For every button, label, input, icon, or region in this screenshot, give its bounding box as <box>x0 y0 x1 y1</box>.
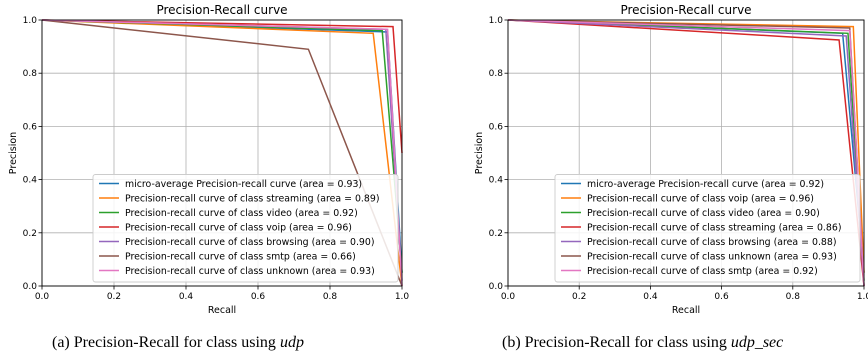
chart-b-xtick-label: 0.4 <box>643 292 658 302</box>
chart-b-legend-label-3: Precision-recall curve of class streamin… <box>587 222 841 233</box>
chart-b-ytick-label: 0.6 <box>489 122 504 132</box>
chart-a-ytick-label: 0.2 <box>23 229 37 239</box>
chart-b-xtick-label: 0.2 <box>572 292 586 302</box>
chart-a-ytick-label: 0.8 <box>23 69 38 79</box>
chart-b: 0.0 0.2 0.4 0.6 0.8 1.0 0.0 0.2 0.4 0.6 0.8 1.0 Prec… <box>474 3 868 316</box>
chart-b-ytick-label: 0.4 <box>489 176 504 186</box>
chart-b-legend: micro-average Precision-recall curve (ar… <box>554 174 861 283</box>
chart-b-legend-label-0: micro-average Precision-recall curve (ar… <box>587 179 824 190</box>
chart-a-xtick-label: 0.8 <box>323 292 338 302</box>
chart-a-ytick-label: 0.4 <box>23 176 38 186</box>
chart-b-title: Precision-Recall curve <box>620 3 751 17</box>
chart-a-legend-label-1: Precision-recall curve of class streamin… <box>125 193 379 204</box>
chart-a-legend-label-2: Precision-recall curve of class video (a… <box>125 208 358 219</box>
chart-b-legend-label-2: Precision-recall curve of class video (a… <box>587 208 820 219</box>
chart-b-ytick-label: 0.8 <box>489 69 504 79</box>
chart-a-title: Precision-Recall curve <box>156 3 287 17</box>
chart-a-legend-box <box>92 174 399 283</box>
chart-a-legend-label-0: micro-average Precision-recall curve (ar… <box>125 179 362 190</box>
caption-b-label: (b) Precision-Recall for class using <box>502 334 731 351</box>
chart-a-xtick-label: 0.0 <box>35 292 50 302</box>
caption-b-var: udp_sec <box>730 334 784 351</box>
chart-a-xtick-label: 0.6 <box>251 292 266 302</box>
caption-b: (b) Precision-Recall for class using udp… <box>502 334 783 352</box>
charts-canvas: 0.0 0.2 0.4 0.6 0.8 1.0 0.0 0.2 0.4 0.6 0.8 1.0 Prec… <box>8 3 868 316</box>
chart-a-xtick-label: 1.0 <box>395 292 410 302</box>
caption-a-label: (a) Precision-Recall for class using <box>52 334 280 351</box>
chart-a-xtick-label: 0.2 <box>107 292 121 302</box>
chart-a-xtick-label: 0.4 <box>179 292 194 302</box>
chart-b-xtick-label: 0.0 <box>501 292 516 302</box>
chart-a-series-line-3 <box>41 19 403 154</box>
chart-a-axes-frame <box>41 19 403 287</box>
chart-a-ylabel: Precision <box>8 132 19 174</box>
caption-a: (a) Precision-Recall for class using udp <box>52 334 304 352</box>
chart-a-legend-label-4: Precision-recall curve of class browsing… <box>125 237 375 248</box>
chart-b-ytick-label: 0.0 <box>489 282 504 292</box>
chart-b-xtick-label: 1.0 <box>857 292 868 302</box>
chart-b-xtick-label: 0.8 <box>786 292 801 302</box>
chart-a: 0.0 0.2 0.4 0.6 0.8 1.0 0.0 0.2 0.4 0.6 0.8 1.0 Prec… <box>8 3 409 316</box>
chart-a-ytick-label: 0.6 <box>23 122 38 132</box>
chart-a-ytick-label: 1.0 <box>23 16 38 26</box>
chart-b-xtick-label: 0.6 <box>714 292 729 302</box>
chart-a-legend-label-3: Precision-recall curve of class voip (ar… <box>125 222 352 233</box>
chart-a-legend-label-6: Precision-recall curve of class unknown … <box>125 266 375 277</box>
chart-a-ytick-label: 0.0 <box>23 282 38 292</box>
chart-a-legend: micro-average Precision-recall curve (ar… <box>92 174 399 283</box>
chart-a-legend-label-5: Precision-recall curve of class smtp (ar… <box>125 251 356 262</box>
chart-a-xlabel: Recall <box>208 305 236 316</box>
chart-b-xlabel: Recall <box>672 305 700 316</box>
chart-b-legend-box <box>554 174 861 283</box>
chart-b-ytick-label: 0.2 <box>489 229 503 239</box>
chart-b-legend-label-5: Precision-recall curve of class unknown … <box>587 251 837 262</box>
chart-b-ytick-label: 1.0 <box>489 16 504 26</box>
chart-b-axes-frame <box>507 19 865 287</box>
chart-b-ylabel: Precision <box>474 132 485 174</box>
chart-b-legend-label-1: Precision-recall curve of class voip (ar… <box>587 193 814 204</box>
chart-b-legend-label-4: Precision-recall curve of class browsing… <box>587 237 837 248</box>
chart-b-legend-label-6: Precision-recall curve of class smtp (ar… <box>587 266 818 277</box>
caption-a-var: udp <box>279 334 304 351</box>
